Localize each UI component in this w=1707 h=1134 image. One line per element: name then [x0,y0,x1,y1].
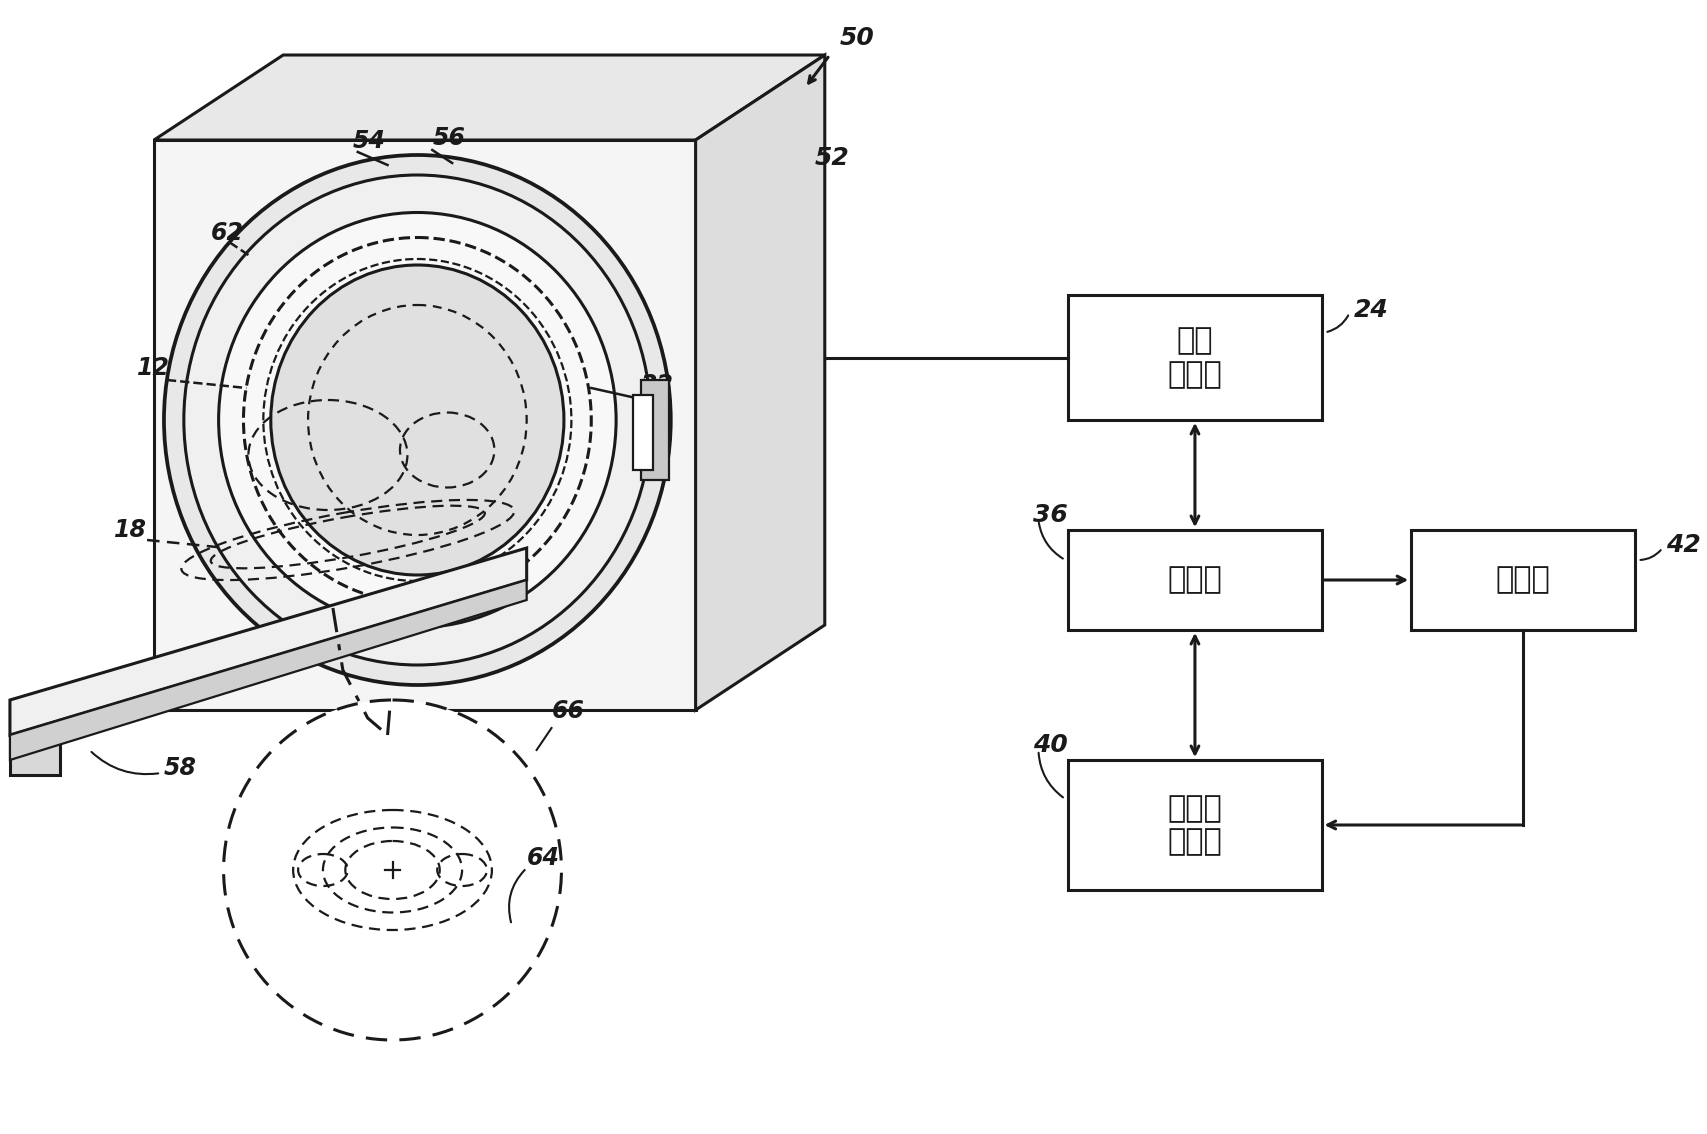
Text: 显示器: 显示器 [1495,566,1550,594]
Polygon shape [10,579,526,760]
Text: 12: 12 [137,356,171,380]
Text: 64: 64 [526,846,560,870]
Text: 操作员
工作站: 操作员 工作站 [1168,794,1222,856]
Polygon shape [695,56,824,710]
Text: 40: 40 [1033,733,1067,758]
Circle shape [224,700,562,1040]
Text: 36: 36 [1033,503,1067,527]
Text: 50: 50 [840,26,874,50]
Text: 18: 18 [114,518,147,542]
Bar [1067,295,1321,420]
Text: 58: 58 [164,756,196,780]
Ellipse shape [184,175,650,665]
Polygon shape [10,735,60,775]
Text: 42: 42 [1666,533,1700,557]
Text: 24: 24 [1352,298,1388,322]
Text: 62: 62 [210,221,244,245]
Polygon shape [154,56,824,139]
Text: 计算机: 计算机 [1168,566,1222,594]
Ellipse shape [271,265,563,575]
Polygon shape [154,139,695,710]
Text: 54: 54 [353,129,386,153]
Ellipse shape [164,155,671,685]
Ellipse shape [218,212,616,627]
Bar [633,395,652,469]
Text: 52: 52 [814,146,848,170]
Bar [640,380,669,480]
Text: 22: 22 [640,373,674,397]
Bar [1067,530,1321,631]
Text: 66: 66 [551,699,584,723]
Polygon shape [10,548,526,735]
Bar [1410,530,1634,631]
Text: 56: 56 [432,126,464,150]
Text: 系统
控制器: 系统 控制器 [1168,327,1222,389]
Bar [1067,760,1321,890]
